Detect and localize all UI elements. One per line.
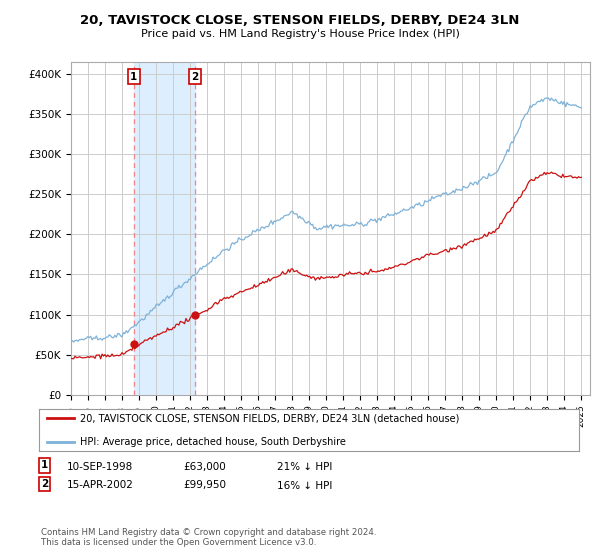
Text: 2: 2 <box>41 479 48 489</box>
Text: 1: 1 <box>130 72 137 82</box>
Text: HPI: Average price, detached house, South Derbyshire: HPI: Average price, detached house, Sout… <box>79 437 346 446</box>
Text: Price paid vs. HM Land Registry's House Price Index (HPI): Price paid vs. HM Land Registry's House … <box>140 29 460 39</box>
Text: 20, TAVISTOCK CLOSE, STENSON FIELDS, DERBY, DE24 3LN (detached house): 20, TAVISTOCK CLOSE, STENSON FIELDS, DER… <box>79 413 459 423</box>
Text: 10-SEP-1998: 10-SEP-1998 <box>67 462 133 472</box>
Text: 15-APR-2002: 15-APR-2002 <box>67 480 134 491</box>
Text: £99,950: £99,950 <box>183 480 226 491</box>
Bar <box>134 62 195 395</box>
Text: 21% ↓ HPI: 21% ↓ HPI <box>277 462 332 472</box>
Text: 16% ↓ HPI: 16% ↓ HPI <box>277 480 332 491</box>
Text: 2: 2 <box>191 72 199 82</box>
Text: 1: 1 <box>41 460 48 470</box>
Text: 20, TAVISTOCK CLOSE, STENSON FIELDS, DERBY, DE24 3LN: 20, TAVISTOCK CLOSE, STENSON FIELDS, DER… <box>80 14 520 27</box>
Text: £63,000: £63,000 <box>183 462 226 472</box>
Text: Contains HM Land Registry data © Crown copyright and database right 2024.
This d: Contains HM Land Registry data © Crown c… <box>41 528 376 547</box>
